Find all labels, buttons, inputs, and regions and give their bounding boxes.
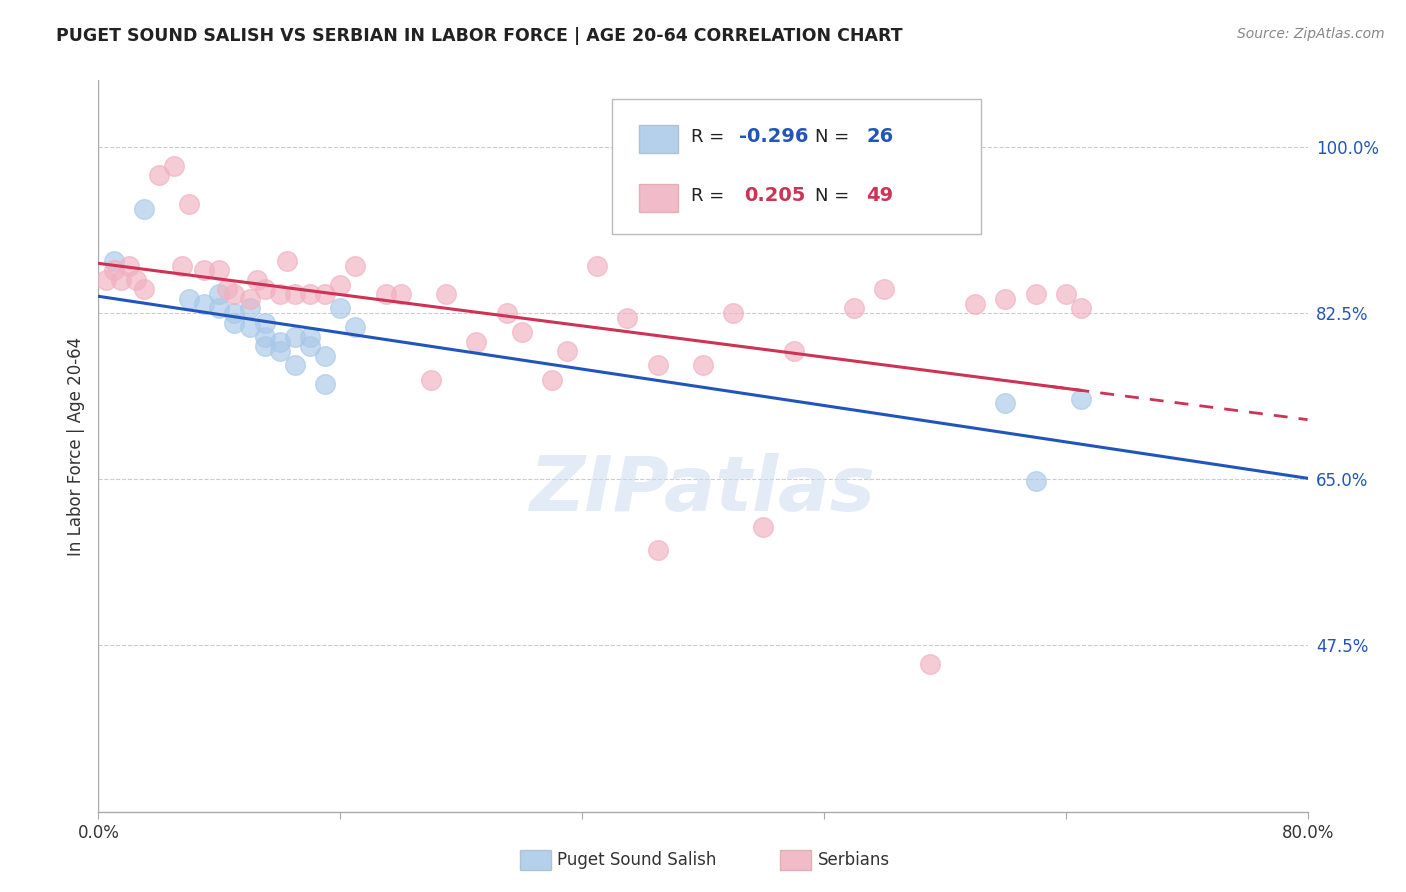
Point	[215, 282, 238, 296]
Point	[208, 287, 231, 301]
Point	[253, 339, 276, 353]
Point	[692, 358, 714, 372]
Point	[586, 259, 609, 273]
Point	[965, 296, 987, 310]
Point	[276, 253, 298, 268]
FancyBboxPatch shape	[613, 98, 981, 234]
Point	[239, 301, 262, 316]
Point	[647, 543, 669, 558]
Point	[465, 334, 488, 349]
Text: R =: R =	[690, 186, 735, 205]
Point	[125, 273, 148, 287]
Point	[994, 396, 1017, 410]
Text: R =: R =	[690, 128, 730, 145]
Point	[193, 296, 215, 310]
Point	[495, 306, 517, 320]
Point	[239, 292, 262, 306]
Point	[1054, 287, 1077, 301]
Point	[723, 306, 745, 320]
Text: N =: N =	[815, 186, 855, 205]
Point	[179, 196, 201, 211]
Point	[224, 316, 246, 330]
Point	[434, 287, 457, 301]
Point	[1070, 392, 1092, 406]
Point	[374, 287, 396, 301]
Point	[132, 282, 155, 296]
Point	[224, 306, 246, 320]
Point	[299, 339, 322, 353]
Point	[783, 344, 806, 359]
Point	[253, 330, 276, 344]
Text: N =: N =	[815, 128, 855, 145]
Point	[389, 287, 412, 301]
Point	[314, 377, 336, 392]
Text: Source: ZipAtlas.com: Source: ZipAtlas.com	[1237, 27, 1385, 41]
Point	[1024, 287, 1046, 301]
Point	[224, 287, 246, 301]
Point	[94, 273, 117, 287]
Text: 49: 49	[866, 186, 893, 205]
Point	[314, 287, 336, 301]
Point	[647, 358, 669, 372]
Point	[510, 325, 533, 339]
Point	[193, 263, 215, 277]
Point	[344, 320, 367, 334]
Text: Puget Sound Salish: Puget Sound Salish	[557, 851, 716, 869]
Point	[299, 287, 322, 301]
Point	[269, 344, 291, 359]
Point	[616, 310, 638, 325]
Point	[844, 301, 866, 316]
Point	[314, 349, 336, 363]
Point	[148, 168, 170, 182]
Point	[253, 282, 276, 296]
Point	[103, 253, 125, 268]
Text: 26: 26	[866, 127, 893, 146]
Point	[555, 344, 578, 359]
Point	[163, 159, 186, 173]
Point	[103, 263, 125, 277]
Point	[269, 287, 291, 301]
Point	[208, 301, 231, 316]
Point	[329, 277, 352, 292]
Point	[208, 263, 231, 277]
Point	[269, 334, 291, 349]
Point	[179, 292, 201, 306]
Point	[246, 273, 269, 287]
Point	[299, 330, 322, 344]
Text: PUGET SOUND SALISH VS SERBIAN IN LABOR FORCE | AGE 20-64 CORRELATION CHART: PUGET SOUND SALISH VS SERBIAN IN LABOR F…	[56, 27, 903, 45]
Text: 0.205: 0.205	[744, 186, 806, 205]
Point	[994, 292, 1017, 306]
Bar	[638, 184, 678, 212]
Point	[918, 657, 941, 672]
Point	[1024, 474, 1046, 488]
Point	[118, 259, 141, 273]
Point	[253, 316, 276, 330]
Point	[284, 330, 307, 344]
Y-axis label: In Labor Force | Age 20-64: In Labor Force | Age 20-64	[66, 336, 84, 556]
Point	[284, 287, 307, 301]
Bar	[638, 125, 678, 153]
Point	[873, 282, 896, 296]
Point	[284, 358, 307, 372]
Point	[132, 202, 155, 216]
Text: ZIPatlas: ZIPatlas	[530, 453, 876, 527]
Text: Serbians: Serbians	[818, 851, 890, 869]
Point	[110, 273, 132, 287]
Text: -0.296: -0.296	[740, 127, 808, 146]
Point	[420, 372, 443, 386]
Point	[1070, 301, 1092, 316]
Point	[752, 520, 775, 534]
Point	[239, 320, 262, 334]
Point	[170, 259, 193, 273]
Point	[344, 259, 367, 273]
Point	[329, 301, 352, 316]
Point	[540, 372, 562, 386]
